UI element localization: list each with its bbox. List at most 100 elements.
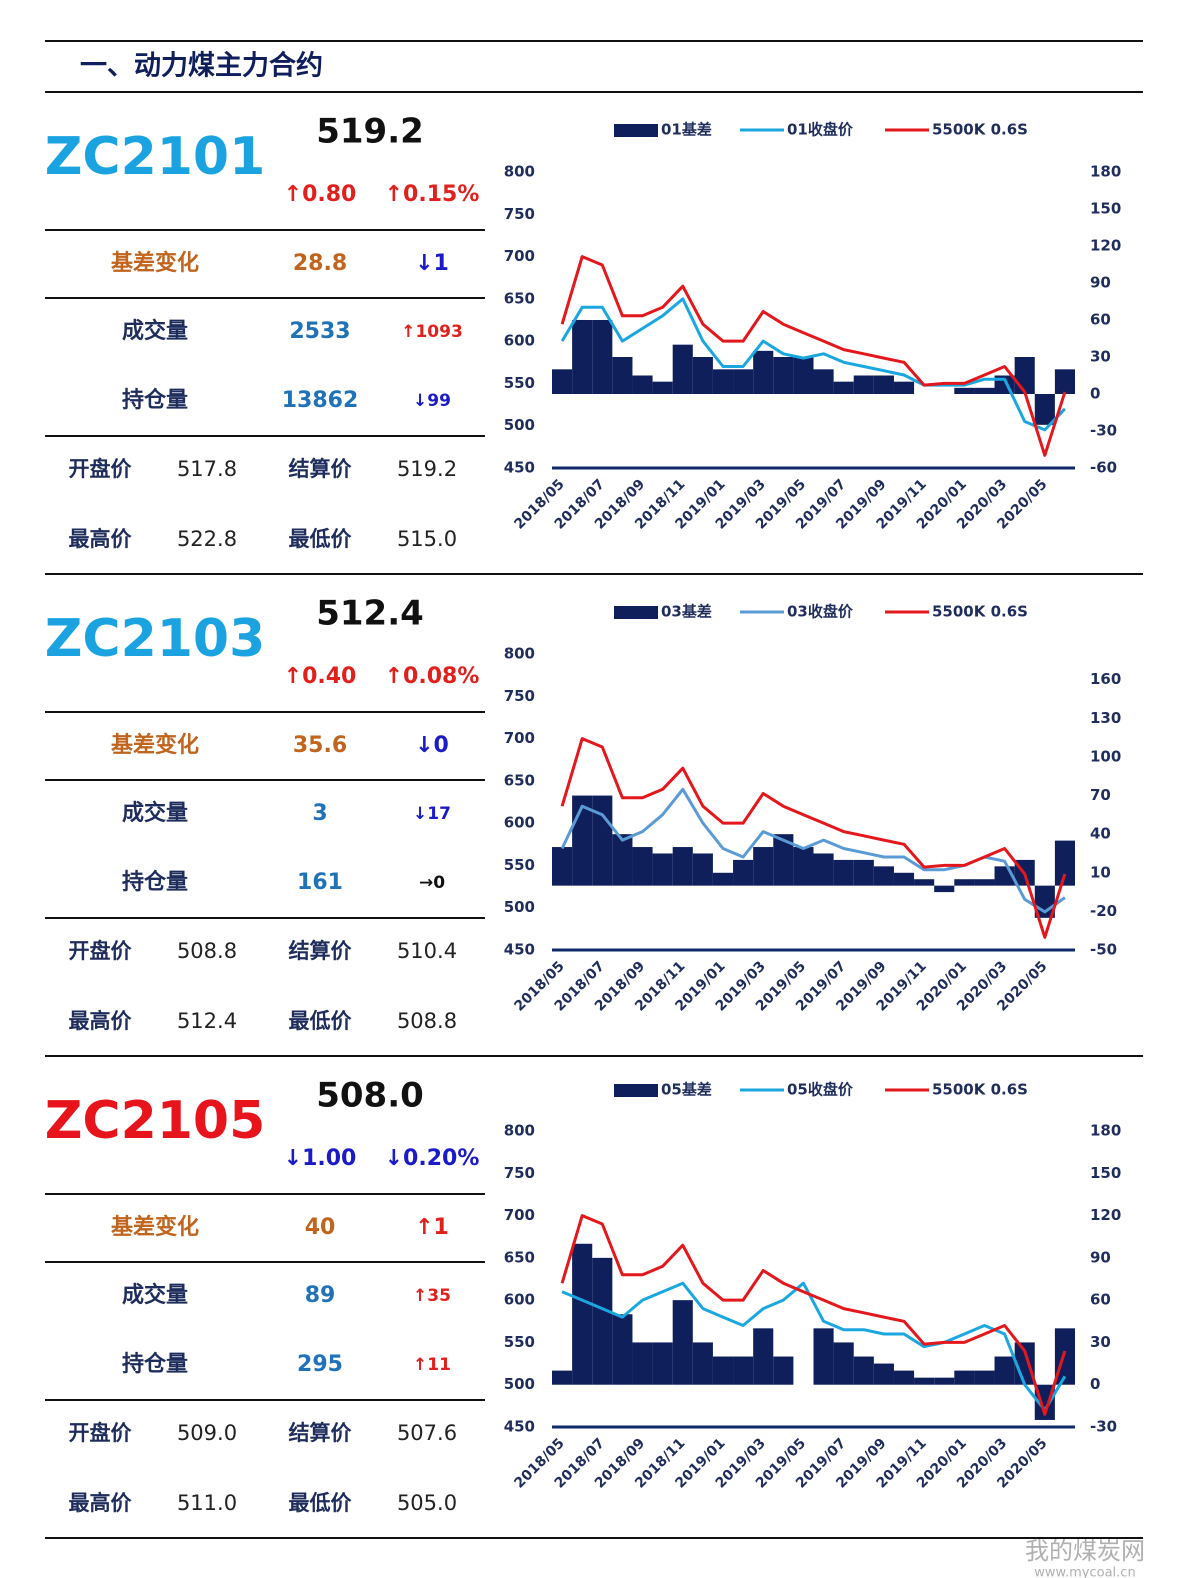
contract-code: ZC2105 [45,1091,266,1151]
basis-bar [833,381,854,394]
y-tick-label: 800 [504,1122,535,1140]
basis-bar [813,1328,834,1385]
y-tick-label: 750 [504,687,535,705]
y2-tick-label: 180 [1090,1122,1121,1140]
basis-bar [1054,840,1075,886]
y2-tick-label: -50 [1090,941,1117,959]
quote-value: 522.8 [177,527,237,551]
basis-bar [692,853,713,886]
y2-tick-label: 120 [1090,1206,1121,1224]
y2-tick-label: -20 [1090,902,1117,920]
row-label: 持仓量 [122,1351,188,1377]
contract-code: ZC2101 [45,127,266,187]
basis-bar [572,320,593,394]
basis-bar [793,847,814,886]
row-value: 161 [297,870,343,895]
basis-bar [733,369,754,394]
watermark-url: www.mycoal.cn [1034,1566,1135,1578]
legend-label: 5500K 0.6S [932,121,1028,139]
basis-bar [733,1356,754,1385]
y-tick-label: 600 [504,814,535,832]
row-label: 基差变化 [111,732,199,758]
basis-bar [592,320,613,394]
basis-bar [954,879,975,886]
basis-bar [934,1377,955,1385]
quote-value: 517.8 [177,457,237,481]
basis-bar [853,1356,874,1385]
row-change: ↓1 [415,251,449,276]
basis-bar [773,834,794,886]
legend-label: 03收盘价 [787,603,854,621]
y-tick-label: 500 [504,1375,535,1393]
row-value: 35.6 [293,733,347,758]
quote-label: 开盘价 [69,1421,133,1445]
y-tick-label: 550 [504,374,535,392]
basis-bar [552,1370,573,1385]
basis-bar [552,369,573,394]
quote-value: 511.0 [177,1491,237,1515]
y2-tick-label: -30 [1090,422,1117,440]
quote-label: 最低价 [289,527,353,551]
basis-bar [1034,394,1055,425]
basis-bar [893,1370,915,1385]
basis-bar [712,872,734,886]
quote-label: 开盘价 [69,939,133,963]
basis-bar [833,859,854,886]
basis-bar [914,1377,935,1385]
basis-bar [572,1243,593,1385]
row-label: 持仓量 [122,387,188,413]
row-value: 295 [297,1352,343,1377]
basis-bar [632,1342,653,1385]
legend-swatch [614,124,658,137]
basis-bar [1014,357,1035,394]
price-change-pct: ↓0.20% [385,1146,480,1171]
row-label: 成交量 [122,318,188,344]
quote-value: 512.4 [177,1009,237,1033]
legend-label: 05基差 [661,1081,712,1099]
y-tick-label: 700 [504,247,535,265]
basis-bar [712,369,734,394]
y2-tick-label: 10 [1090,863,1111,881]
quote-label: 最高价 [69,1491,133,1515]
y2-tick-label: 100 [1090,747,1121,765]
y-tick-label: 700 [504,1206,535,1224]
y2-tick-label: 0 [1090,1375,1100,1393]
basis-bar [833,1342,854,1385]
quote-value: 519.2 [397,457,457,481]
row-change: ↓99 [413,391,451,411]
row-change: ↑35 [413,1286,451,1306]
y-tick-label: 600 [504,332,535,350]
row-label: 持仓量 [122,869,188,895]
basis-bar [632,375,653,394]
y2-tick-label: 90 [1090,274,1111,292]
basis-bar [652,381,673,394]
row-change: ↓17 [413,804,451,824]
y-tick-label: 450 [504,941,535,959]
quote-value: 510.4 [397,939,457,963]
basis-bar [914,879,935,886]
basis-bar [612,1314,633,1385]
legend-label: 01收盘价 [787,121,854,139]
quote-value: 509.0 [177,1421,237,1445]
basis-bar [692,1342,713,1385]
row-value: 13862 [282,388,359,413]
quote-label: 最高价 [69,527,133,551]
basis-bar [893,381,915,394]
y2-tick-label: 60 [1090,311,1111,329]
price-line [560,297,1066,432]
basis-bar [974,1370,995,1385]
last-price: 519.2 [316,112,424,152]
basis-bar [753,847,774,886]
y2-tick-label: 0 [1090,385,1100,403]
quote-value: 505.0 [397,1491,457,1515]
row-label: 成交量 [122,1282,188,1308]
basis-bar [873,866,894,886]
basis-bar [552,847,573,886]
y2-tick-label: 150 [1090,200,1121,218]
y2-tick-label: 30 [1090,348,1111,366]
legend-label: 05收盘价 [787,1081,854,1099]
row-label: 基差变化 [111,1214,199,1240]
price-line [560,1214,1067,1416]
basis-bar [853,375,874,394]
